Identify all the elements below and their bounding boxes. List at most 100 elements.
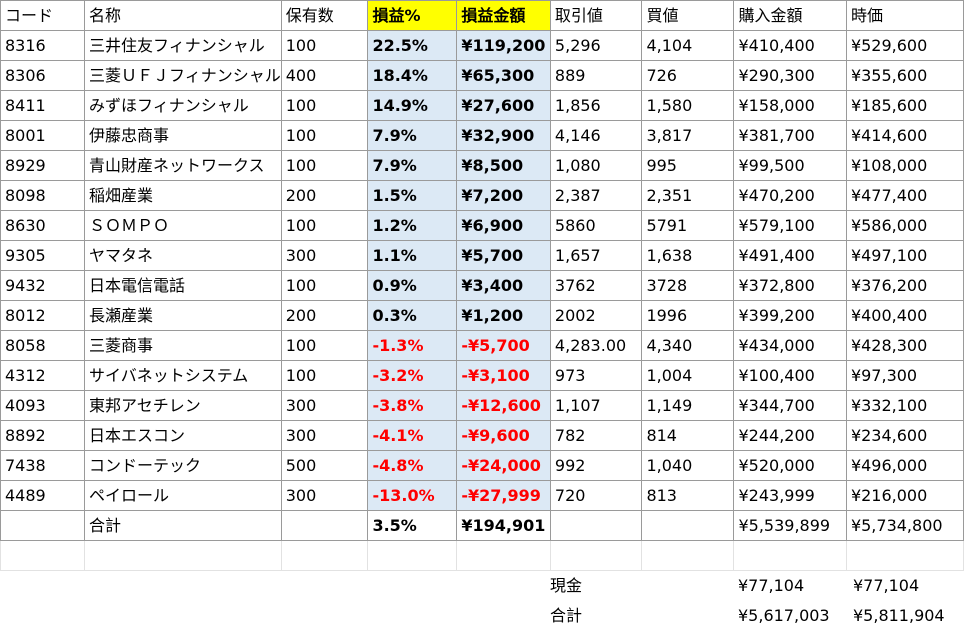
cell-code[interactable]: 4312 bbox=[0, 360, 86, 391]
cell-code[interactable]: 8411 bbox=[0, 90, 86, 121]
cell-pct[interactable]: 14.9% bbox=[367, 90, 458, 121]
cell-value[interactable]: ¥234,600 bbox=[845, 420, 964, 451]
cell-value[interactable]: ¥529,600 bbox=[845, 30, 964, 61]
cell-value[interactable]: ¥586,000 bbox=[845, 210, 964, 241]
cell-trade[interactable]: 1,107 bbox=[549, 390, 643, 421]
cell-qty[interactable]: 300 bbox=[280, 390, 369, 421]
cell-name[interactable]: サイバネットシステム bbox=[84, 360, 282, 391]
cell-code[interactable]: 8316 bbox=[0, 30, 86, 61]
cell-amount[interactable]: -¥5,700 bbox=[456, 330, 551, 361]
cash-label[interactable]: 現金 bbox=[550, 576, 583, 595]
cell-trade[interactable]: 973 bbox=[549, 360, 643, 391]
cell-trade[interactable]: 2002 bbox=[549, 300, 643, 331]
cell-buy[interactable]: 726 bbox=[641, 60, 735, 91]
total-value[interactable]: ¥5,734,800 bbox=[845, 510, 964, 541]
cell-buy[interactable]: 5791 bbox=[641, 210, 735, 241]
cell-value[interactable]: ¥108,000 bbox=[845, 150, 964, 181]
cell-qty[interactable]: 100 bbox=[280, 30, 369, 61]
cell-name[interactable]: 日本電信電話 bbox=[84, 270, 282, 301]
cell-trade[interactable]: 720 bbox=[549, 480, 643, 511]
cell-cost[interactable]: ¥158,000 bbox=[733, 90, 847, 121]
cell-code[interactable]: 4489 bbox=[0, 480, 86, 511]
cell-amount[interactable]: ¥3,400 bbox=[456, 270, 551, 301]
cell-pct[interactable]: 1.2% bbox=[367, 210, 458, 241]
cell-buy[interactable]: 3,817 bbox=[641, 120, 735, 151]
cash-value[interactable]: ¥77,104 bbox=[853, 576, 920, 595]
grand-total-cost[interactable]: ¥5,617,003 bbox=[738, 606, 830, 625]
header-name[interactable]: 名称 bbox=[84, 0, 282, 31]
cell-name[interactable]: ＳＯＭＰＯ bbox=[84, 210, 282, 241]
cell-value[interactable]: ¥496,000 bbox=[845, 450, 964, 481]
total-qty[interactable] bbox=[280, 510, 369, 541]
cell-cost[interactable]: ¥470,200 bbox=[733, 180, 847, 211]
cell-amount[interactable]: ¥7,200 bbox=[456, 180, 551, 211]
cell-buy[interactable]: 1,004 bbox=[641, 360, 735, 391]
cell-value[interactable]: ¥97,300 bbox=[845, 360, 964, 391]
cell-qty[interactable]: 100 bbox=[280, 270, 369, 301]
cell-pct[interactable]: 1.1% bbox=[367, 240, 458, 271]
empty-cell[interactable] bbox=[367, 540, 458, 571]
cell-code[interactable]: 8929 bbox=[0, 150, 86, 181]
cell-value[interactable]: ¥185,600 bbox=[845, 90, 964, 121]
cell-amount[interactable]: ¥65,300 bbox=[456, 60, 551, 91]
cell-trade[interactable]: 1,080 bbox=[549, 150, 643, 181]
cell-buy[interactable]: 4,104 bbox=[641, 30, 735, 61]
cell-amount[interactable]: ¥5,700 bbox=[456, 240, 551, 271]
total-cost[interactable]: ¥5,539,899 bbox=[733, 510, 847, 541]
cell-code[interactable]: 8306 bbox=[0, 60, 86, 91]
total-trade[interactable] bbox=[549, 510, 643, 541]
cell-pct[interactable]: -13.0% bbox=[367, 480, 458, 511]
cell-name[interactable]: 三菱ＵＦＪフィナンシャル bbox=[84, 60, 282, 91]
cell-buy[interactable]: 814 bbox=[641, 420, 735, 451]
header-code[interactable]: コード bbox=[0, 0, 86, 31]
cell-name[interactable]: 長瀬産業 bbox=[84, 300, 282, 331]
cell-name[interactable]: 三菱商事 bbox=[84, 330, 282, 361]
total-label[interactable]: 合計 bbox=[84, 510, 282, 541]
cell-cost[interactable]: ¥520,000 bbox=[733, 450, 847, 481]
cell-value[interactable]: ¥400,400 bbox=[845, 300, 964, 331]
total-buy[interactable] bbox=[641, 510, 735, 541]
empty-cell[interactable] bbox=[733, 540, 847, 571]
total-amount[interactable]: ¥194,901 bbox=[456, 510, 551, 541]
cell-pct[interactable]: -4.1% bbox=[367, 420, 458, 451]
cell-pct[interactable]: 7.9% bbox=[367, 120, 458, 151]
cell-cost[interactable]: ¥372,800 bbox=[733, 270, 847, 301]
cell-value[interactable]: ¥477,400 bbox=[845, 180, 964, 211]
cell-code[interactable]: 8892 bbox=[0, 420, 86, 451]
cell-amount[interactable]: ¥32,900 bbox=[456, 120, 551, 151]
empty-cell[interactable] bbox=[0, 540, 86, 571]
cell-qty[interactable]: 500 bbox=[280, 450, 369, 481]
total-code[interactable] bbox=[0, 510, 86, 541]
header-pct[interactable]: 損益% bbox=[367, 0, 458, 31]
cell-qty[interactable]: 100 bbox=[280, 120, 369, 151]
cell-qty[interactable]: 300 bbox=[280, 480, 369, 511]
cell-qty[interactable]: 100 bbox=[280, 330, 369, 361]
cell-name[interactable]: ペイロール bbox=[84, 480, 282, 511]
cell-cost[interactable]: ¥100,400 bbox=[733, 360, 847, 391]
cell-name[interactable]: コンドーテック bbox=[84, 450, 282, 481]
cell-amount[interactable]: ¥6,900 bbox=[456, 210, 551, 241]
cell-value[interactable]: ¥216,000 bbox=[845, 480, 964, 511]
empty-cell[interactable] bbox=[280, 540, 369, 571]
empty-cell[interactable] bbox=[549, 540, 643, 571]
cell-name[interactable]: 稲畑産業 bbox=[84, 180, 282, 211]
cell-name[interactable]: 伊藤忠商事 bbox=[84, 120, 282, 151]
empty-cell[interactable] bbox=[641, 540, 735, 571]
cell-buy[interactable]: 1,580 bbox=[641, 90, 735, 121]
cell-code[interactable]: 4093 bbox=[0, 390, 86, 421]
cell-code[interactable]: 8058 bbox=[0, 330, 86, 361]
header-trade[interactable]: 取引値 bbox=[549, 0, 643, 31]
cell-trade[interactable]: 5860 bbox=[549, 210, 643, 241]
cell-amount[interactable]: ¥1,200 bbox=[456, 300, 551, 331]
cell-value[interactable]: ¥355,600 bbox=[845, 60, 964, 91]
cell-trade[interactable]: 3762 bbox=[549, 270, 643, 301]
empty-cell[interactable] bbox=[456, 540, 551, 571]
cell-amount[interactable]: -¥9,600 bbox=[456, 420, 551, 451]
cell-amount[interactable]: -¥3,100 bbox=[456, 360, 551, 391]
cell-buy[interactable]: 4,340 bbox=[641, 330, 735, 361]
cell-cost[interactable]: ¥410,400 bbox=[733, 30, 847, 61]
cell-qty[interactable]: 100 bbox=[280, 210, 369, 241]
header-cost[interactable]: 購入金額 bbox=[733, 0, 847, 31]
cell-trade[interactable]: 1,856 bbox=[549, 90, 643, 121]
cell-pct[interactable]: 7.9% bbox=[367, 150, 458, 181]
